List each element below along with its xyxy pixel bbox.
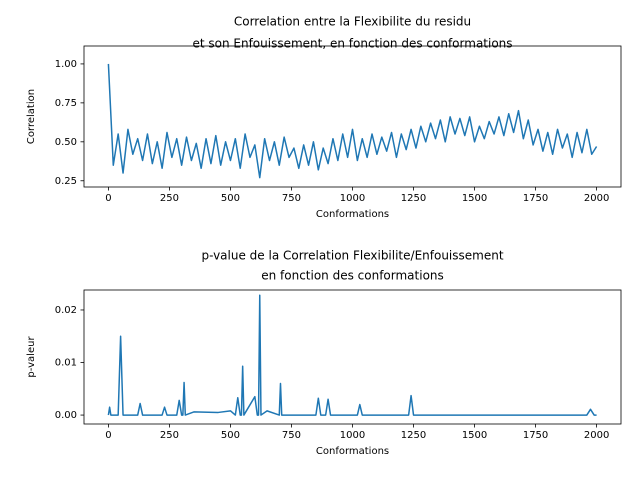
x-tick-label: 2000 xyxy=(584,193,609,204)
y-tick-label: 0.02 xyxy=(55,305,77,316)
plot-frame xyxy=(83,45,622,188)
y-axis-label: Correlation xyxy=(26,89,37,144)
y-tick-label: 0.50 xyxy=(55,137,77,148)
x-tick-label: 250 xyxy=(160,430,179,441)
x-axis-label: Conformations xyxy=(316,446,389,457)
y-tick-label: 0.00 xyxy=(55,410,77,421)
plot-frame xyxy=(83,289,622,425)
x-tick-label: 1500 xyxy=(462,430,487,441)
chart-title: en fonction des conformations xyxy=(261,269,444,283)
y-tick-label: 0.01 xyxy=(55,358,77,369)
chart-title: et son Enfouissement, en fonction des co… xyxy=(192,37,512,51)
y-tick-label: 0.25 xyxy=(55,176,77,187)
x-tick-label: 0 xyxy=(105,193,111,204)
x-tick-label: 1500 xyxy=(462,193,487,204)
chart-title: Correlation entre la Flexibilite du resi… xyxy=(234,15,471,29)
x-tick-label: 1750 xyxy=(523,430,548,441)
x-tick-label: 0 xyxy=(105,430,111,441)
x-tick-label: 2000 xyxy=(584,430,609,441)
x-tick-label: 250 xyxy=(160,193,179,204)
chart-title: p-value de la Correlation Flexibilite/En… xyxy=(201,249,503,263)
x-tick-label: 1000 xyxy=(340,430,365,441)
data-line xyxy=(107,294,597,416)
y-tick-label: 0.75 xyxy=(55,98,77,109)
x-tick-label: 1250 xyxy=(401,193,426,204)
x-tick-label: 1000 xyxy=(340,193,365,204)
x-tick-label: 1750 xyxy=(523,193,548,204)
y-tick-label: 1.00 xyxy=(55,59,77,70)
y-axis-label: p-valeur xyxy=(26,336,37,378)
x-tick-label: 500 xyxy=(221,193,240,204)
data-line xyxy=(107,63,598,179)
x-tick-label: 750 xyxy=(282,193,301,204)
x-axis-label: Conformations xyxy=(316,209,389,220)
x-tick-label: 750 xyxy=(282,430,301,441)
x-tick-label: 1250 xyxy=(401,430,426,441)
x-tick-label: 500 xyxy=(221,430,240,441)
